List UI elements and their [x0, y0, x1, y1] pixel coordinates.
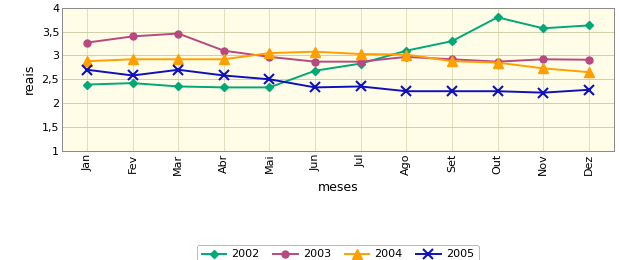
2002 — [357, 62, 365, 65]
2002 — [539, 27, 547, 30]
2004 — [402, 53, 410, 56]
2002 — [311, 69, 319, 72]
2004 — [311, 50, 319, 53]
Line: 2005: 2005 — [82, 65, 593, 98]
2005 — [585, 88, 593, 91]
2002 — [83, 83, 91, 86]
2003 — [311, 60, 319, 63]
Line: 2002: 2002 — [84, 15, 591, 90]
2005 — [220, 74, 228, 77]
2003 — [83, 41, 91, 44]
2004 — [585, 70, 593, 74]
2003 — [357, 60, 365, 63]
2004 — [539, 67, 547, 70]
2002 — [220, 86, 228, 89]
2003 — [585, 58, 593, 61]
2004 — [448, 60, 456, 63]
2005 — [175, 68, 182, 71]
2005 — [311, 86, 319, 89]
2005 — [494, 90, 501, 93]
2004 — [494, 61, 501, 64]
Line: 2004: 2004 — [82, 47, 593, 77]
2005 — [448, 90, 456, 93]
Y-axis label: reais: reais — [23, 64, 36, 94]
2002 — [266, 86, 273, 89]
2005 — [539, 91, 547, 94]
2002 — [448, 40, 456, 43]
2003 — [402, 55, 410, 58]
2004 — [357, 53, 365, 56]
2004 — [220, 58, 228, 61]
2004 — [175, 58, 182, 61]
2003 — [539, 58, 547, 61]
2002 — [585, 24, 593, 27]
2002 — [129, 82, 136, 85]
Line: 2003: 2003 — [84, 30, 592, 65]
2005 — [83, 68, 91, 71]
X-axis label: meses: meses — [317, 181, 358, 194]
2004 — [129, 58, 136, 61]
2003 — [175, 32, 182, 35]
2004 — [266, 51, 273, 55]
2003 — [266, 55, 273, 58]
2003 — [448, 58, 456, 61]
2003 — [129, 35, 136, 38]
2003 — [494, 60, 501, 63]
2002 — [175, 85, 182, 88]
2005 — [402, 90, 410, 93]
2004 — [83, 60, 91, 63]
2005 — [129, 74, 136, 77]
2002 — [402, 49, 410, 52]
2002 — [494, 16, 501, 19]
2005 — [357, 85, 365, 88]
Legend: 2002, 2003, 2004, 2005: 2002, 2003, 2004, 2005 — [197, 245, 479, 260]
2003 — [220, 49, 228, 52]
2005 — [266, 78, 273, 81]
